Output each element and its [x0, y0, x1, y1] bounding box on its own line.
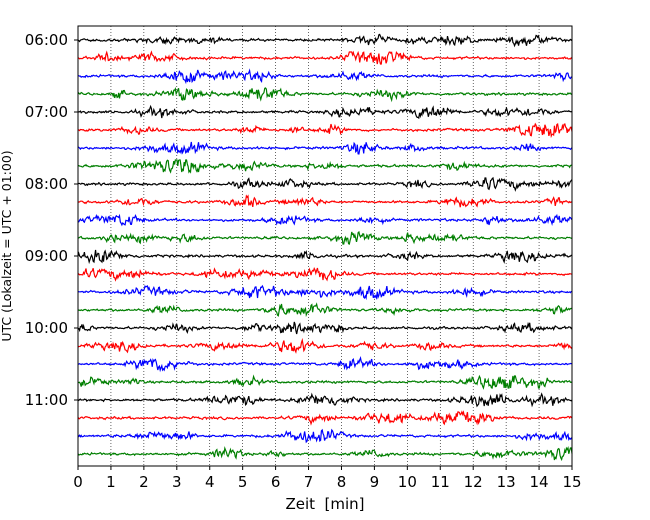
plot-frame: [77, 25, 573, 467]
x-tick-label: 13: [497, 473, 516, 491]
x-tick-label: 5: [238, 473, 248, 491]
trace-0600: [77, 33, 573, 48]
traces: [77, 33, 573, 462]
trace-0945: [77, 302, 573, 318]
y-tick-label: 07:00: [25, 103, 68, 121]
trace-0615: [77, 50, 573, 65]
x-axis: 0 1 2 3 4 5 6 7 8 9 10 11 12 13 14 15: [73, 466, 582, 491]
trace-1045: [77, 374, 573, 390]
trace-1145: [77, 446, 573, 462]
trace-1000: [77, 321, 573, 335]
trace-0700: [77, 104, 573, 120]
trace-0730: [77, 141, 573, 155]
x-tick-label: 7: [304, 473, 314, 491]
y-tick-label: 11:00: [25, 391, 68, 409]
x-tick-label: 10: [398, 473, 417, 491]
trace-0845: [77, 230, 573, 245]
trace-0930: [77, 284, 573, 301]
trace-0900: [77, 249, 573, 265]
y-axis: 06:00 07:00 08:00 09:00 10:00 11:00: [25, 31, 78, 409]
trace-0830: [77, 213, 573, 227]
x-tick-label: 14: [530, 473, 549, 491]
x-tick-label: 12: [464, 473, 483, 491]
trace-0815: [77, 194, 573, 208]
trace-0800: [77, 176, 573, 192]
trace-1015: [77, 337, 573, 354]
x-tick-label: 4: [205, 473, 215, 491]
x-tick-label: 3: [172, 473, 182, 491]
trace-1100: [77, 392, 573, 408]
x-tick-label: 6: [271, 473, 281, 491]
grid-lines: [110, 26, 540, 466]
trace-1130: [77, 428, 573, 444]
y-axis-label: UTC (Lokalzeit = UTC + 01:00): [0, 150, 14, 341]
trace-1115: [77, 410, 573, 426]
trace-1030: [77, 355, 573, 373]
x-tick-label: 0: [73, 473, 83, 491]
x-tick-label: 8: [337, 473, 347, 491]
trace-0745: [77, 159, 573, 174]
x-tick-label: 2: [139, 473, 149, 491]
trace-0915: [77, 267, 573, 282]
trace-0630: [77, 68, 573, 85]
x-tick-label: 11: [431, 473, 450, 491]
y-tick-label: 10:00: [25, 319, 68, 337]
trace-0715: [77, 122, 573, 139]
y-tick-label: 06:00: [25, 31, 68, 49]
x-tick-label: 15: [562, 473, 581, 491]
x-tick-label: 9: [370, 473, 380, 491]
y-tick-label: 08:00: [25, 175, 68, 193]
x-axis-label: Zeit [min]: [285, 495, 364, 513]
x-tick-label: 1: [106, 473, 116, 491]
y-tick-label: 09:00: [25, 247, 68, 265]
trace-0645: [77, 86, 573, 103]
